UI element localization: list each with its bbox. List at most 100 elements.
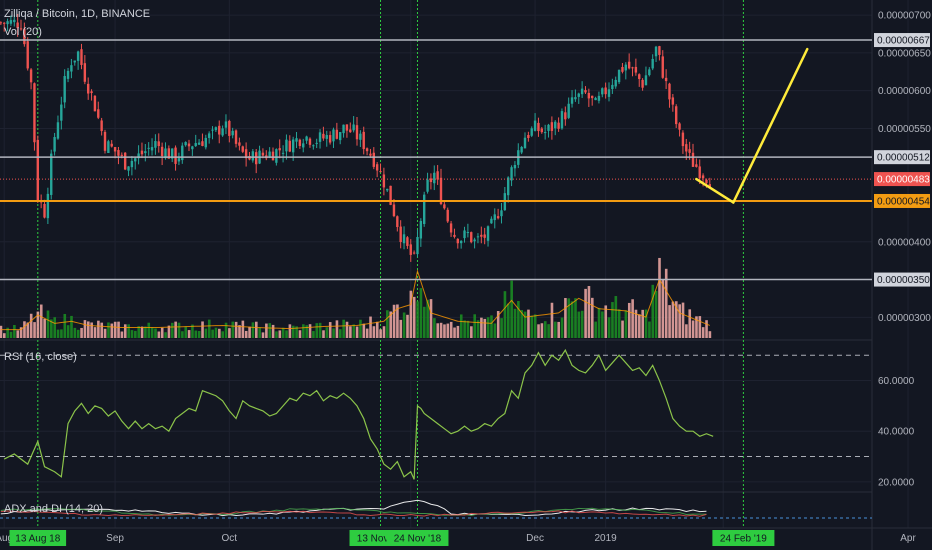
candle-body[interactable] [648,69,651,76]
candle-body[interactable] [392,204,396,217]
candle-body[interactable] [587,92,591,99]
candle-body[interactable] [617,69,621,83]
candle-body[interactable] [688,149,691,153]
candle-body[interactable] [285,139,288,152]
candle-body[interactable] [66,70,70,79]
candle-body[interactable] [550,122,554,131]
candle-body[interactable] [231,130,234,136]
candle-body[interactable] [359,133,362,140]
candle-body[interactable] [134,158,137,162]
candle-body[interactable] [386,188,389,191]
candle-body[interactable] [490,218,493,224]
candle-body[interactable] [607,89,611,97]
trend-drawings[interactable] [695,47,809,204]
candle-body[interactable] [181,145,184,161]
projection-line[interactable] [732,47,809,204]
candle-body[interactable] [29,69,33,83]
candle-body[interactable] [70,65,73,72]
candle-body[interactable] [449,223,453,233]
candle-body[interactable] [13,19,16,23]
candle-body[interactable] [345,124,349,131]
candle-body[interactable] [349,129,352,133]
candle-body[interactable] [19,28,23,30]
candle-body[interactable] [187,143,191,147]
candle-body[interactable] [580,88,584,95]
candle-body[interactable] [164,148,167,159]
candle-body[interactable] [36,139,39,201]
rsi-line[interactable] [3,348,714,480]
highlight-date-label[interactable]: 13 Aug 18 [15,534,60,545]
price-axis[interactable]: 0.00000700 0.00000650 0.00000600 0.00000550… [874,11,931,489]
candle-body[interactable] [459,240,463,244]
candle-body[interactable] [90,91,93,94]
candle-body[interactable] [107,141,110,153]
candle-body[interactable] [597,95,601,101]
candle-body[interactable] [443,204,446,209]
candle-body[interactable] [268,151,271,158]
candle-body[interactable] [63,76,66,103]
candle-body[interactable] [117,150,120,156]
candle-body[interactable] [496,216,500,219]
candle-body[interactable] [601,88,604,95]
candle-body[interactable] [123,152,127,170]
candle-body[interactable] [473,239,476,242]
candle-body[interactable] [537,122,540,132]
candle-body[interactable] [140,150,144,155]
candle-body[interactable] [295,138,298,142]
candle-body[interactable] [406,237,409,246]
candle-body[interactable] [103,131,107,151]
projection-line[interactable] [695,177,735,204]
candle-body[interactable] [315,142,318,144]
candle-body[interactable] [557,122,560,129]
candle-body[interactable] [641,79,644,88]
candle-body[interactable] [298,139,302,146]
candle-body[interactable] [3,22,6,24]
candle-body[interactable] [26,41,29,69]
candles[interactable] [0,14,711,262]
candle-body[interactable] [691,152,695,167]
candle-body[interactable] [184,142,187,146]
candle-body[interactable] [93,95,97,112]
candle-body[interactable] [463,230,466,239]
candle-body[interactable] [171,148,174,159]
candle-body[interactable] [308,138,312,145]
horizontal-levels[interactable] [0,39,872,281]
candle-body[interactable] [147,147,150,149]
candle-body[interactable] [409,244,412,255]
candle-body[interactable] [362,131,365,150]
candle-body[interactable] [664,77,668,82]
candle-body[interactable] [453,234,456,237]
candle-body[interactable] [43,203,46,218]
candle-body[interactable] [375,164,379,171]
candle-body[interactable] [80,49,83,65]
candle-body[interactable] [705,179,708,184]
candle-body[interactable] [554,121,557,129]
candle-body[interactable] [339,132,342,141]
candle-body[interactable] [701,175,705,179]
candle-body[interactable] [328,135,332,143]
candle-body[interactable] [436,171,439,180]
adx-pane[interactable] [0,499,872,519]
candle-body[interactable] [486,226,490,241]
candle-body[interactable] [480,234,483,237]
candle-body[interactable] [251,151,255,161]
candle-body[interactable] [275,149,278,163]
candle-body[interactable] [197,142,201,145]
candle-body[interactable] [574,97,577,100]
candle-body[interactable] [500,210,503,217]
candle-body[interactable] [0,22,3,24]
candle-body[interactable] [174,147,177,164]
candle-body[interactable] [523,137,527,149]
candle-body[interactable] [638,74,641,79]
candle-body[interactable] [708,184,711,188]
candle-body[interactable] [53,137,56,152]
candle-body[interactable] [160,146,164,157]
candle-body[interactable] [87,83,90,94]
candle-body[interactable] [698,166,701,179]
candle-body[interactable] [332,129,335,142]
candle-body[interactable] [16,22,19,29]
highlight-date-label[interactable]: 24 Nov '18 [394,534,442,545]
candle-body[interactable] [402,234,406,244]
